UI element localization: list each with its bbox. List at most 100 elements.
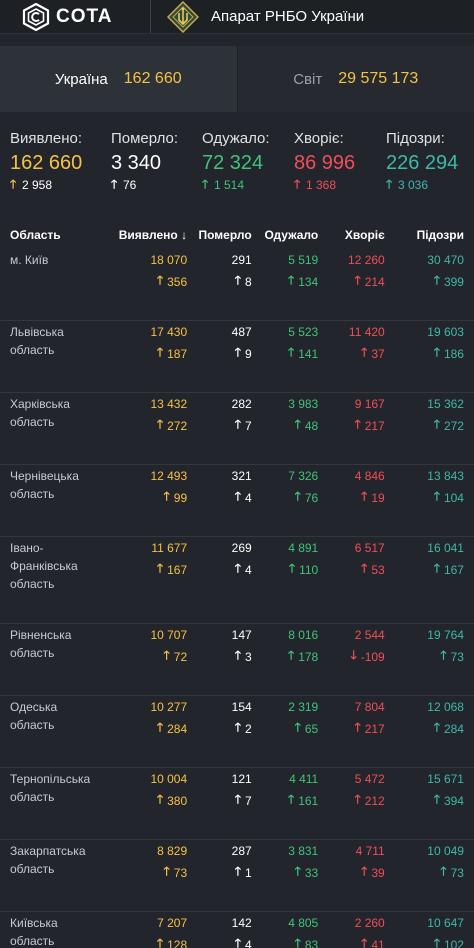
suspected-cell: 19 603 🡑 186: [385, 321, 464, 392]
header-suspected[interactable]: Підозри: [416, 228, 464, 242]
header-sick[interactable]: Хворіє: [344, 228, 385, 242]
recovered-delta: 🡑 33: [295, 863, 319, 882]
recovered-value: 5 523: [288, 325, 319, 339]
arrow-up-icon: 🡑: [287, 345, 295, 359]
sick-value: 12 260: [348, 253, 385, 267]
sick-delta: 🡓 -109: [350, 647, 384, 666]
tab-ukraine-label: Україна: [54, 70, 108, 88]
arrow-up-icon: 🡑: [156, 273, 164, 287]
header-died[interactable]: Померло: [198, 228, 252, 242]
died-cell: 287 🡑 1: [187, 840, 252, 911]
table-row[interactable]: Івано-Франківська область 11 677 🡑 167 269 🡑 4…: [0, 537, 474, 624]
tab-world[interactable]: Світ 29 575 173: [236, 46, 474, 112]
arrow-up-icon: 🡑: [111, 176, 118, 191]
recovered-value: 7 326: [288, 469, 319, 483]
sick-delta: 🡑 217: [354, 416, 384, 435]
recovered-value: 3 831: [288, 844, 319, 858]
stat-sick: Хворіє: 86 996 🡑 1 368: [294, 130, 386, 200]
suspected-cell: 15 362 🡑 272: [385, 393, 464, 464]
region-name: Івано-Франківська область: [10, 541, 78, 591]
summary-stats: Виявлено: 162 660 🡑 2 958 Померло: 3 340 …: [0, 130, 474, 200]
arrow-up-icon: 🡑: [433, 417, 440, 431]
table-row[interactable]: Київська область 7 207 🡑 128 142 🡑 4 4 805 🡑 83 2 …: [0, 912, 474, 948]
suspected-cell: 10 647 🡑 102: [385, 912, 464, 948]
sick-value: 4 711: [355, 844, 385, 858]
arrow-up-icon: 🡑: [433, 720, 440, 734]
died-value: 487: [231, 325, 252, 339]
detected-value: 8 829: [157, 844, 188, 858]
stat-label: Виявлено:: [10, 130, 83, 147]
arrow-up-icon: 🡑: [433, 345, 440, 359]
suspected-cell: 10 049 🡑 73: [385, 840, 464, 911]
stat-suspected: Підозри: 226 294 🡑 3 036: [386, 130, 472, 200]
recovered-value: 8 016: [288, 628, 319, 642]
table-row[interactable]: Закарпатська область 8 829 🡑 73 287 🡑 1 3 831 🡑 3…: [0, 840, 474, 912]
detected-value: 18 070: [150, 253, 188, 267]
recovered-cell: 2 319 🡑 65: [252, 696, 318, 767]
arrow-up-icon: 🡑: [156, 417, 164, 431]
suspected-cell: 12 068 🡑 284: [385, 696, 464, 767]
arrow-up-icon: 🡑: [234, 273, 242, 287]
suspected-delta: 🡑 102: [434, 935, 464, 948]
arrow-up-icon: 🡑: [440, 648, 447, 662]
arrow-up-icon: 🡑: [163, 648, 170, 662]
recovered-delta: 🡑 76: [295, 488, 319, 507]
recovered-value: 3 983: [288, 397, 319, 411]
arrow-up-icon: 🡑: [354, 273, 361, 287]
arrow-up-icon: 🡑: [234, 648, 242, 662]
arrow-up-icon: 🡑: [163, 489, 170, 503]
arrow-up-icon: 🡑: [354, 792, 361, 806]
region-name: Львівська область: [10, 325, 64, 357]
header-region[interactable]: Область: [10, 228, 61, 242]
suspected-delta: 🡑 272: [434, 416, 464, 435]
died-value: 321: [231, 469, 252, 483]
suspected-value: 15 671: [427, 772, 464, 786]
header-detected[interactable]: Виявлено ↓: [118, 228, 188, 242]
cota-logo[interactable]: COTA: [0, 0, 150, 33]
sick-delta: 🡑 19: [361, 488, 385, 507]
arrow-up-icon: 🡑: [234, 864, 242, 878]
table-row[interactable]: Тернопільська область 10 004 🡑 380 121 🡑 7 4 41…: [0, 768, 474, 840]
org-link[interactable]: Апарат РНБО України: [151, 0, 364, 33]
tab-world-label: Світ: [293, 70, 323, 88]
detected-delta: 🡑 99: [164, 488, 188, 507]
died-cell: 269 🡑 4: [187, 537, 252, 623]
sick-cell: 4 846 🡑 19: [318, 465, 385, 536]
region-name: Одеська область: [10, 700, 58, 732]
table-row[interactable]: Одеська область 10 277 🡑 284 154 🡑 2 2 319 🡑 65 7 …: [0, 696, 474, 768]
arrow-up-icon: 🡑: [287, 792, 295, 806]
sick-value: 5 472: [354, 772, 385, 786]
stat-delta: 🡑 1 368: [294, 177, 386, 193]
sick-cell: 4 711 🡑 39: [318, 840, 385, 911]
sick-cell: 6 517 🡑 53: [318, 537, 385, 623]
app-header: COTA Апарат РНБО України: [0, 0, 474, 34]
recovered-value: 4 411: [289, 772, 319, 786]
stat-delta: 🡑 2 958: [10, 177, 111, 193]
arrow-up-icon: 🡑: [234, 792, 242, 806]
table-row[interactable]: Харківська область 13 432 🡑 272 282 🡑 7 3 983 🡑 4…: [0, 393, 474, 465]
arrow-up-icon: 🡑: [288, 561, 296, 575]
detected-cell: 10 004 🡑 380: [103, 768, 187, 839]
table-row[interactable]: Львівська область 17 430 🡑 187 487 🡑 9 5 523 🡑 14…: [0, 321, 474, 393]
header-recovered[interactable]: Одужало: [264, 228, 319, 242]
stat-label: Одужало:: [202, 130, 270, 147]
suspected-cell: 30 470 🡑 399: [385, 249, 464, 320]
table-row[interactable]: Рівненська область 10 707 🡑 72 147 🡑 3 8 016 🡑 17…: [0, 624, 474, 696]
region-name: Закарпатська область: [10, 844, 86, 876]
table-row[interactable]: м. Київ 18 070 🡑 356 291 🡑 8 5 519 🡑 134 12 260 🡑 21…: [0, 249, 474, 321]
suspected-delta: 🡑 104: [434, 488, 464, 507]
tab-ukraine[interactable]: Україна 162 660: [0, 46, 237, 112]
sick-value: 11 420: [348, 325, 385, 339]
rnbo-emblem-icon: [167, 0, 199, 33]
arrow-up-icon: 🡑: [234, 720, 242, 734]
arrow-up-icon: 🡑: [156, 792, 164, 806]
recovered-value: 4 891: [288, 541, 319, 555]
suspected-value: 19 603: [427, 325, 464, 339]
sick-value: 2 260: [354, 916, 385, 930]
died-value: 269: [231, 541, 252, 555]
suspected-value: 10 049: [427, 844, 464, 858]
table-row[interactable]: Чернівецька область 12 493 🡑 99 321 🡑 4 7 326 🡑 7…: [0, 465, 474, 537]
sick-cell: 5 472 🡑 212: [318, 768, 385, 839]
died-delta: 🡑 4: [235, 560, 252, 579]
stat-died: Померло: 3 340 🡑 76: [111, 130, 202, 200]
